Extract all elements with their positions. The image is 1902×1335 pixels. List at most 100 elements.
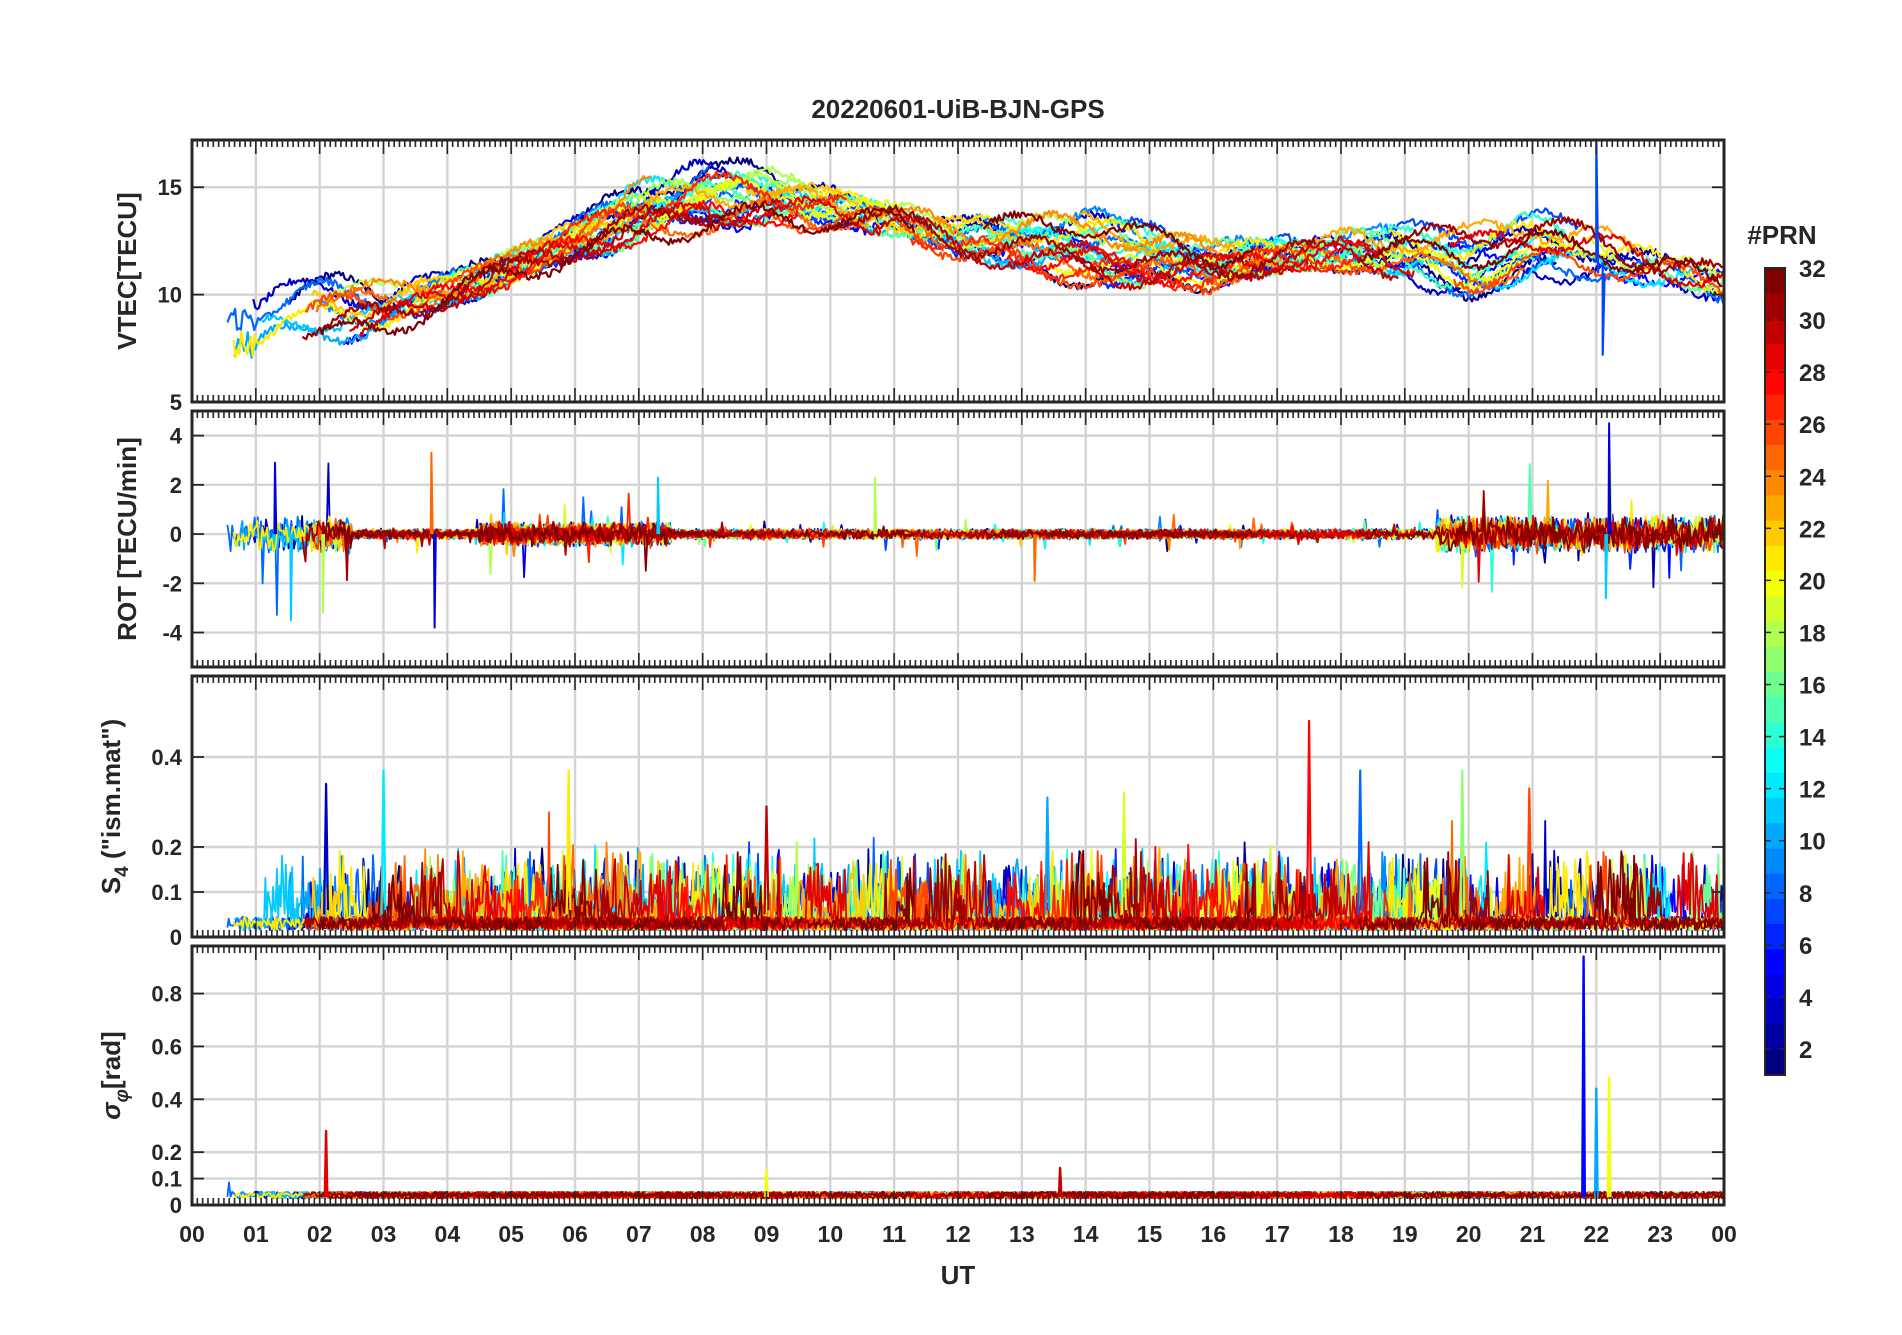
s4-spike xyxy=(1044,796,1051,915)
colorbar-frame xyxy=(1764,267,1786,1076)
x-tick-label: 10 xyxy=(818,1221,844,1247)
colorbar-tick-label: 6 xyxy=(1799,933,1812,960)
colorbar-level xyxy=(1765,368,1785,395)
x-tick-label: 13 xyxy=(1009,1221,1035,1247)
vtec-spike xyxy=(1595,140,1600,274)
x-axis-label: UT xyxy=(941,1260,976,1290)
colorbar-level xyxy=(1765,621,1785,647)
x-tick-label: 23 xyxy=(1647,1221,1673,1247)
colorbar-level xyxy=(1765,419,1785,446)
s4-spike xyxy=(1459,769,1466,915)
colorbar-level xyxy=(1765,974,1785,1000)
vtec-line-prn-31 xyxy=(301,203,725,341)
colorbar-tick-label: 14 xyxy=(1799,725,1826,752)
y-label-tail: ("ism.mat") xyxy=(96,719,126,866)
y-label-main: σ xyxy=(96,1101,126,1120)
s4-spike xyxy=(1357,769,1364,915)
colorbar-level xyxy=(1765,848,1785,874)
colorbar-level xyxy=(1765,999,1785,1026)
y-tick-label: 0.1 xyxy=(151,880,182,905)
colorbar-tick-label: 32 xyxy=(1799,256,1826,283)
rot-spike xyxy=(873,476,878,535)
s4-line-prn-32 xyxy=(319,851,915,932)
s4-line-prn-29 xyxy=(358,862,882,931)
colorbar-label: #PRN xyxy=(1747,220,1816,250)
x-tick-label: 17 xyxy=(1264,1221,1290,1247)
rot-spike xyxy=(273,461,278,535)
s4-line-prn-32 xyxy=(1357,850,1724,932)
s4-spike xyxy=(1306,719,1313,915)
vtec-line-prn-31 xyxy=(1394,216,1724,275)
x-tick-label: 16 xyxy=(1201,1221,1227,1247)
sigma-spike xyxy=(1581,955,1586,1198)
x-tick-label: 15 xyxy=(1137,1221,1163,1247)
colorbar-level xyxy=(1765,469,1785,496)
colorbar-level xyxy=(1765,595,1785,622)
sigma-spike xyxy=(1057,1166,1063,1198)
vtec-spike xyxy=(1601,262,1606,356)
rot-line-prn-30 xyxy=(348,521,783,550)
sigma-line-prn-32 xyxy=(982,1190,1256,1200)
rot-spike xyxy=(321,534,326,614)
colorbar-level xyxy=(1765,721,1785,748)
y-tick-label: 0 xyxy=(170,1193,182,1218)
x-tick-label: 06 xyxy=(562,1221,588,1247)
colorbar-level xyxy=(1765,494,1785,521)
y-tick-label: 0 xyxy=(170,925,182,950)
y-tick-label: 0.4 xyxy=(151,1087,182,1112)
sigma-spike xyxy=(323,1129,329,1198)
x-tick-label: 00 xyxy=(1711,1221,1737,1247)
x-tick-label: 04 xyxy=(435,1221,461,1247)
y-axis-label-sigma_phi: σφ[rad] xyxy=(96,1031,133,1119)
y-tick-label: -2 xyxy=(162,571,182,596)
x-tick-label: 21 xyxy=(1520,1221,1546,1247)
colorbar-tick-label: 28 xyxy=(1799,360,1826,387)
y-tick-label: 0.1 xyxy=(151,1167,182,1192)
colorbar-level xyxy=(1765,1049,1785,1076)
colorbar-tick-label: 8 xyxy=(1799,881,1812,908)
colorbar-level xyxy=(1765,520,1785,546)
colorbar-tick-label: 12 xyxy=(1799,777,1826,804)
vtec-line-prn-22 xyxy=(745,182,1048,247)
colorbar-level xyxy=(1765,318,1785,345)
rot-spike xyxy=(429,451,434,535)
series-vtec xyxy=(226,140,1724,359)
colorbar-level xyxy=(1765,898,1785,925)
vtec-line-prn-20 xyxy=(1047,243,1555,292)
figure-title: 20220601-UiB-BJN-GPS xyxy=(811,94,1104,124)
s4-spike xyxy=(1121,791,1127,915)
x-tick-label: 01 xyxy=(243,1221,269,1247)
y-tick-label: 0 xyxy=(170,522,182,547)
y-axis-label-s4: S4 ("ism.mat") xyxy=(96,719,133,894)
colorbar-tick-label: 2 xyxy=(1799,1037,1812,1064)
colorbar-level xyxy=(1765,570,1785,597)
rot-line-prn-32 xyxy=(983,528,1256,540)
x-tick-label: 09 xyxy=(754,1221,780,1247)
s4-spike xyxy=(565,769,572,915)
vtec-line-prn-32 xyxy=(319,201,915,336)
rot-line-prn-31 xyxy=(1395,490,1724,554)
x-tick-label: 20 xyxy=(1456,1221,1482,1247)
y-label-main: S xyxy=(96,877,126,894)
x-tick-label: 05 xyxy=(498,1221,524,1247)
vtec-line-prn-28 xyxy=(1006,239,1372,288)
colorbar-tick-label: 16 xyxy=(1799,673,1826,700)
rot-spike xyxy=(1604,534,1609,600)
y-tick-label: 5 xyxy=(170,390,182,415)
colorbar-tick-label: 24 xyxy=(1799,464,1826,491)
s4-line-prn-32 xyxy=(982,849,1256,932)
vtec-line-prn-32 xyxy=(982,210,1255,271)
vtec-line-prn-26 xyxy=(304,201,645,321)
series-s4 xyxy=(226,719,1724,932)
rot-line-prn-32 xyxy=(319,521,915,572)
sigma-spike xyxy=(1606,1076,1612,1198)
colorbar-tick-label: 30 xyxy=(1799,308,1826,335)
colorbar-level xyxy=(1765,1024,1785,1051)
rot-spike xyxy=(289,534,294,622)
colorbar-level xyxy=(1765,268,1785,294)
y-tick-label: 4 xyxy=(170,424,183,449)
rot-line-prn-32 xyxy=(1357,513,1724,552)
colorbar-level xyxy=(1765,696,1785,723)
y-tick-label: 2 xyxy=(170,473,182,498)
